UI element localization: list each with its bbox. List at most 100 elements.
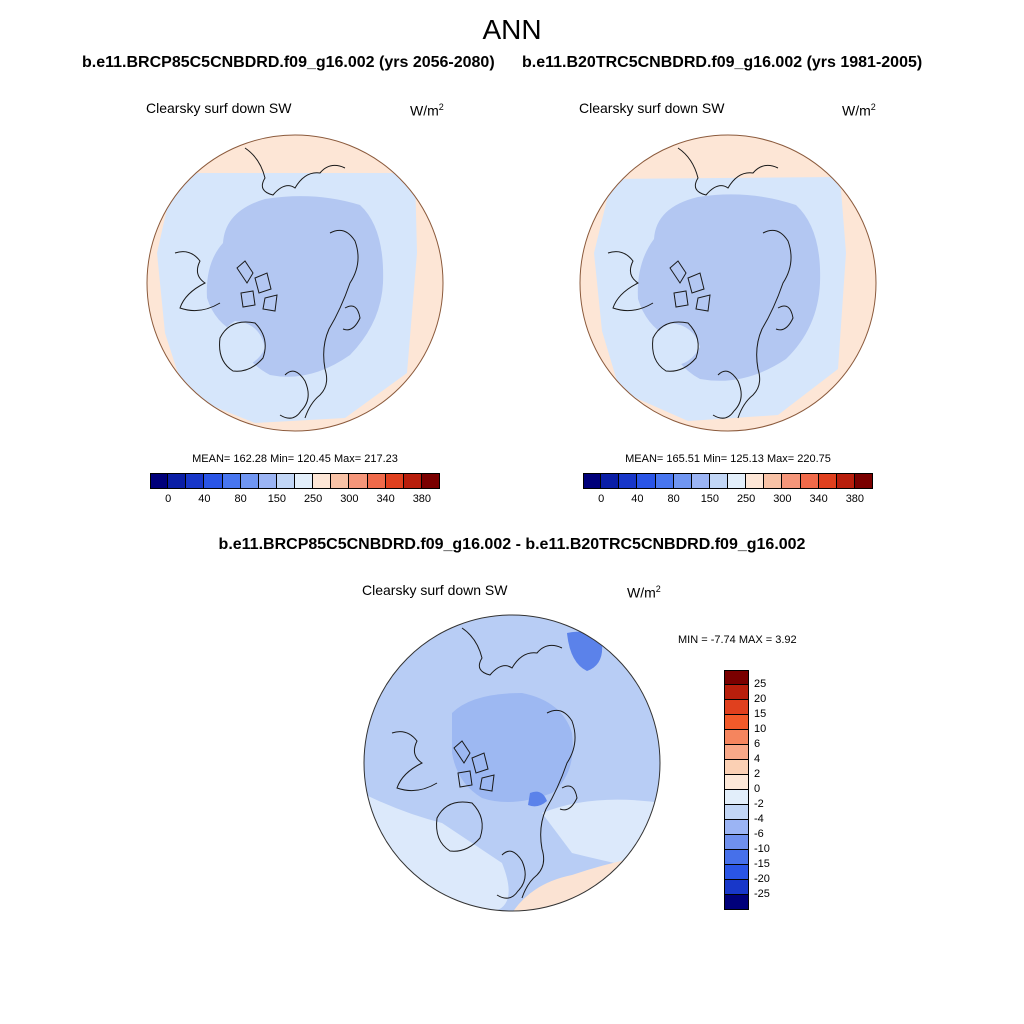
- panel3-units: W/m2: [627, 584, 661, 601]
- colorbar-swatch: [186, 473, 205, 489]
- colorbar-tick-label: 4: [754, 753, 761, 765]
- map-panel2: [579, 134, 877, 432]
- colorbar-swatch: [724, 685, 749, 700]
- colorbar-swatch: [168, 473, 187, 489]
- colorbar-tick-label: -4: [754, 813, 764, 825]
- colorbar-swatch: [637, 473, 656, 489]
- colorbar-swatch: [204, 473, 223, 489]
- colorbar-swatch: [150, 473, 169, 489]
- colorbar-tick-label: 40: [198, 493, 211, 505]
- colorbar-swatch: [258, 473, 277, 489]
- map-panel3-difference: [363, 614, 661, 912]
- colorbar-swatch: [403, 473, 422, 489]
- colorbar-swatch: [331, 473, 350, 489]
- colorbar-tick-label: 0: [754, 783, 761, 795]
- panel1-variable-label: Clearsky surf down SW: [146, 100, 292, 116]
- colorbar-swatch: [349, 473, 368, 489]
- colorbar-swatch: [724, 895, 749, 910]
- colorbar-swatch: [724, 745, 749, 760]
- colorbar-tick-label: -15: [754, 858, 770, 870]
- colorbar-swatch: [619, 473, 638, 489]
- colorbar-swatch: [764, 473, 783, 489]
- map3-mid-region: [452, 693, 573, 802]
- map3-dark-region-north: [567, 631, 603, 671]
- colorbar-swatch: [222, 473, 241, 489]
- colorbar-tick-label: 10: [754, 723, 767, 735]
- colorbar-panel2: [583, 473, 873, 489]
- colorbar-tick-label: 25: [754, 678, 767, 690]
- diff-title: b.e11.BRCP85C5CNBDRD.f09_g16.002 - b.e11…: [218, 536, 806, 553]
- colorbar-tick-label: 15: [754, 708, 767, 720]
- colorbar-swatch: [724, 790, 749, 805]
- colorbar-tick-label: 150: [267, 493, 287, 505]
- colorbar-tick-label: -25: [754, 888, 770, 900]
- map2-coastlines: [607, 147, 794, 419]
- colorbar-tick-label: 40: [631, 493, 644, 505]
- colorbar-swatch: [295, 473, 314, 489]
- colorbar-tick-label: -20: [754, 873, 770, 885]
- colorbar-tick-label: 300: [340, 493, 359, 505]
- colorbar-swatch: [728, 473, 747, 489]
- colorbar-tick-label: 340: [809, 493, 828, 505]
- colorbar-swatch: [421, 473, 440, 489]
- colorbar-tick-label: 20: [754, 693, 767, 705]
- colorbar-swatch: [724, 820, 749, 835]
- map1-coastlines: [174, 147, 361, 419]
- map-panel1: [146, 134, 444, 432]
- map3-dark-region-center: [528, 791, 547, 807]
- figure-title: ANN: [482, 14, 542, 45]
- colorbar-tick-label: 0: [165, 493, 172, 505]
- colorbar-swatch: [583, 473, 602, 489]
- colorbar-swatch: [724, 700, 749, 715]
- colorbar-swatch: [724, 775, 749, 790]
- colorbar-tick-label: 380: [845, 493, 865, 505]
- colorbar-panel1-ticks: 0 40 80 150 250 300 340 380: [150, 493, 440, 507]
- colorbar-swatch: [800, 473, 819, 489]
- colorbar-swatch: [673, 473, 692, 489]
- colorbar-swatch: [724, 730, 749, 745]
- colorbar-tick-label: 2: [754, 768, 761, 780]
- colorbar-tick-label: 250: [303, 493, 323, 505]
- colorbar-tick-label: 80: [667, 493, 680, 505]
- panel2-variable-label: Clearsky surf down SW: [579, 100, 725, 116]
- case1-title: b.e11.BRCP85C5CNBDRD.f09_g16.002 (yrs 20…: [82, 54, 495, 71]
- colorbar-tick-label: 150: [700, 493, 720, 505]
- panel1-stats: MEAN= 162.28 Min= 120.45 Max= 217.23: [192, 453, 398, 465]
- case2-title: b.e11.B20TRC5CNBDRD.f09_g16.002 (yrs 198…: [522, 54, 923, 71]
- colorbar-swatch: [240, 473, 259, 489]
- colorbar-swatch: [746, 473, 765, 489]
- panel1-units: W/m2: [410, 102, 444, 119]
- colorbar-swatch: [385, 473, 404, 489]
- colorbar-swatch: [724, 670, 749, 685]
- colorbar-swatch: [782, 473, 801, 489]
- colorbar-swatch: [724, 865, 749, 880]
- colorbar-tick-label: 380: [412, 493, 432, 505]
- colorbar-swatch: [818, 473, 837, 489]
- colorbar-swatch: [724, 880, 749, 895]
- colorbar-tick-label: -2: [754, 798, 764, 810]
- colorbar-swatch: [724, 850, 749, 865]
- panel3-stats: MIN = -7.74 MAX = 3.92: [678, 634, 797, 646]
- panel2-stats: MEAN= 165.51 Min= 125.13 Max= 220.75: [625, 453, 831, 465]
- colorbar-swatch: [836, 473, 855, 489]
- map3-coastlines: [391, 627, 578, 899]
- colorbar-tick-label: 250: [736, 493, 756, 505]
- colorbar-swatch: [691, 473, 710, 489]
- colorbar-swatch: [854, 473, 873, 489]
- colorbar-swatch: [367, 473, 386, 489]
- colorbar-tick-label: 80: [234, 493, 247, 505]
- colorbar-swatch: [601, 473, 620, 489]
- colorbar-tick-label: 340: [376, 493, 395, 505]
- colorbar-difference: [724, 670, 749, 910]
- colorbar-tick-label: 0: [598, 493, 605, 505]
- colorbar-swatch: [313, 473, 332, 489]
- colorbar-tick-label: 6: [754, 738, 761, 750]
- colorbar-swatch: [709, 473, 728, 489]
- colorbar-tick-label: -6: [754, 828, 764, 840]
- panel2-units: W/m2: [842, 102, 876, 119]
- colorbar-tick-label: 300: [773, 493, 792, 505]
- colorbar-tick-label: -10: [754, 843, 770, 855]
- colorbar-panel2-ticks: 0 40 80 150 250 300 340 380: [583, 493, 873, 507]
- colorbar-swatch: [724, 760, 749, 775]
- colorbar-swatch: [655, 473, 674, 489]
